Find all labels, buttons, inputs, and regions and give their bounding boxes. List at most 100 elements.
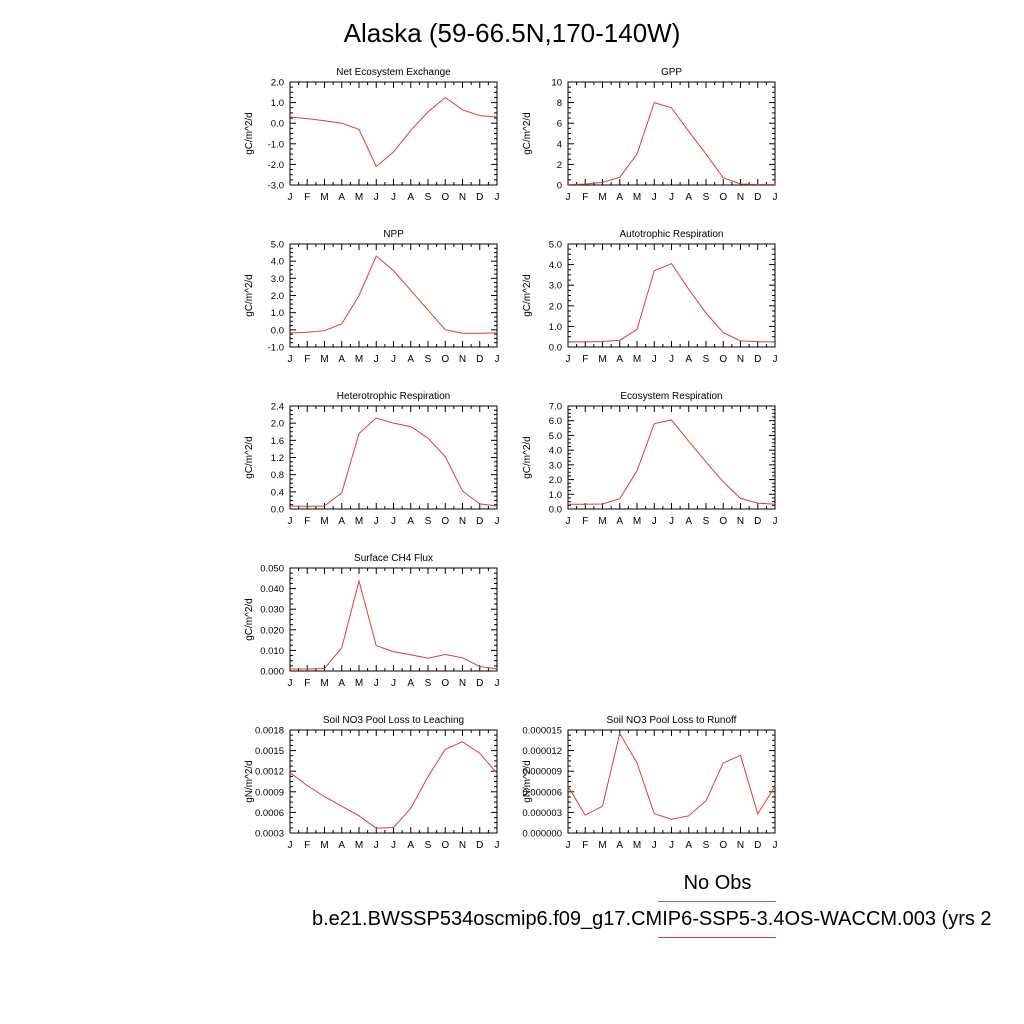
x-tick-label: M <box>355 840 363 851</box>
series-line <box>289 96 498 168</box>
y-tick-label: 0.0012 <box>255 767 284 778</box>
legend-obs-line <box>658 901 776 902</box>
y-tick-label: 2.0 <box>271 78 284 89</box>
x-tick-label: S <box>425 354 432 365</box>
y-axis-label: gC/m^2/d <box>244 112 255 155</box>
panel-title: Heterotrophic Respiration <box>337 391 450 402</box>
y-tick-label: 1.6 <box>271 436 284 447</box>
x-tick-label: F <box>304 192 310 203</box>
y-axis-label: gC/m^2/d <box>522 112 533 155</box>
y-axis-label: gC/m^2/d <box>244 274 255 317</box>
y-tick-label: 0.4 <box>271 487 284 498</box>
y-tick-label: 2.0 <box>271 291 284 302</box>
x-tick-label: J <box>391 516 396 527</box>
x-tick-label: J <box>566 516 571 527</box>
y-axis-label: gC/m^2/d <box>522 436 533 479</box>
panel-title: Autotrophic Respiration <box>620 229 724 240</box>
x-tick-label: A <box>616 192 623 203</box>
y-tick-label: 2.4 <box>271 402 284 413</box>
y-tick-label: 7.0 <box>549 402 562 413</box>
x-tick-label: A <box>685 192 692 203</box>
x-tick-label: S <box>425 516 432 527</box>
x-tick-label: M <box>598 840 606 851</box>
y-tick-label: 0.050 <box>260 564 284 575</box>
x-tick-label: J <box>288 192 293 203</box>
x-tick-label: A <box>338 840 345 851</box>
x-tick-label: M <box>320 516 328 527</box>
x-tick-label: J <box>495 192 500 203</box>
x-tick-label: O <box>441 192 449 203</box>
panel-title: Soil NO3 Pool Loss to Leaching <box>323 715 464 726</box>
x-tick-label: S <box>425 192 432 203</box>
x-tick-label: A <box>338 678 345 689</box>
x-tick-label: A <box>407 516 414 527</box>
x-tick-label: M <box>320 354 328 365</box>
x-tick-label: A <box>685 516 692 527</box>
x-tick-label: J <box>652 840 657 851</box>
x-tick-label: O <box>441 354 449 365</box>
y-tick-label: 1.2 <box>271 453 284 464</box>
x-tick-label: A <box>407 354 414 365</box>
x-tick-label: M <box>598 192 606 203</box>
x-tick-label: A <box>685 840 692 851</box>
x-tick-label: F <box>582 354 588 365</box>
y-tick-label: 0.8 <box>271 470 284 481</box>
panel-title: Surface CH4 Flux <box>354 553 433 564</box>
y-tick-label: 0.020 <box>260 625 284 636</box>
x-tick-label: A <box>407 840 414 851</box>
x-tick-label: A <box>338 192 345 203</box>
x-tick-label: D <box>754 840 761 851</box>
x-tick-label: F <box>304 354 310 365</box>
panel-frame <box>567 243 776 348</box>
x-tick-label: J <box>495 840 500 851</box>
x-tick-label: J <box>669 516 674 527</box>
x-tick-label: A <box>685 354 692 365</box>
y-tick-label: 0.0009 <box>255 787 284 798</box>
series-line <box>567 732 776 820</box>
x-tick-label: J <box>566 192 571 203</box>
panel-frame <box>567 405 776 510</box>
x-tick-label: J <box>391 840 396 851</box>
x-tick-label: N <box>737 840 744 851</box>
series-line <box>289 255 498 334</box>
x-tick-label: O <box>719 516 727 527</box>
y-tick-label: 0.0006 <box>255 808 284 819</box>
series-line <box>289 417 498 507</box>
y-tick-label: 2 <box>557 160 562 171</box>
x-tick-label: J <box>566 840 571 851</box>
y-tick-label: 1.0 <box>271 98 284 109</box>
x-tick-label: J <box>773 516 778 527</box>
x-tick-label: J <box>288 678 293 689</box>
x-tick-label: J <box>669 354 674 365</box>
x-tick-label: O <box>441 840 449 851</box>
y-tick-label: 8 <box>557 98 562 109</box>
y-tick-label: 0.000 <box>260 667 284 678</box>
x-tick-label: N <box>737 516 744 527</box>
panel-title: GPP <box>661 67 682 78</box>
x-tick-label: F <box>304 840 310 851</box>
series-line <box>568 262 776 343</box>
x-tick-label: J <box>288 840 293 851</box>
x-tick-label: M <box>633 840 641 851</box>
y-axis-label: gC/m^2/d <box>522 274 533 317</box>
x-tick-label: J <box>288 354 293 365</box>
y-tick-label: 10 <box>551 78 562 89</box>
panel-frame <box>289 567 498 672</box>
y-tick-label: 0.040 <box>260 584 284 595</box>
x-tick-label: J <box>374 516 379 527</box>
x-tick-label: J <box>652 192 657 203</box>
panel-title: NPP <box>383 229 404 240</box>
panel-title: Ecosystem Respiration <box>620 391 722 402</box>
y-tick-label: 0.0 <box>271 505 284 516</box>
x-tick-label: M <box>598 516 606 527</box>
x-tick-label: A <box>407 678 414 689</box>
y-axis-label: gC/m^2/d <box>244 436 255 479</box>
y-tick-label: 4 <box>557 139 562 150</box>
x-tick-label: D <box>476 192 483 203</box>
legend-model-line <box>658 937 776 938</box>
x-tick-label: S <box>703 192 710 203</box>
panel-title: Soil NO3 Pool Loss to Runoff <box>607 715 737 726</box>
x-tick-label: S <box>703 840 710 851</box>
x-tick-label: D <box>754 516 761 527</box>
y-tick-label: -1.0 <box>268 139 284 150</box>
